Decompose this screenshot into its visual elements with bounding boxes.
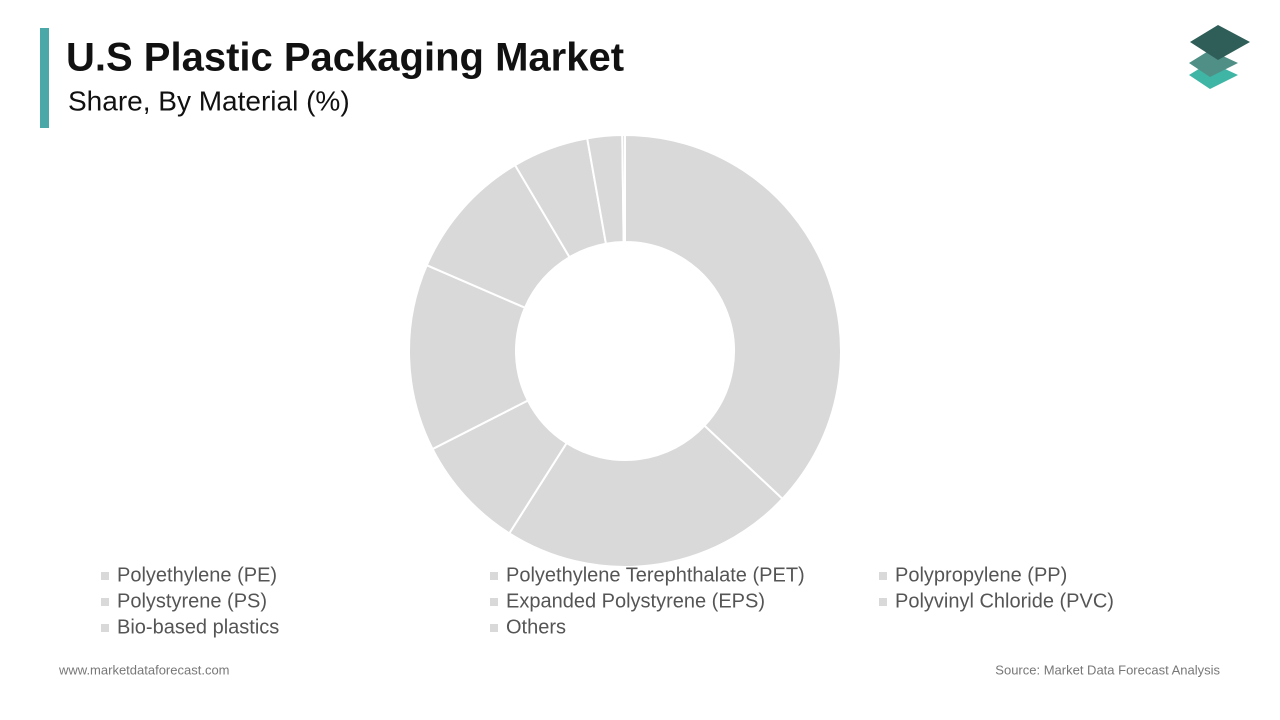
legend-label: Polyethylene (PE) [117,564,277,586]
title-accent [40,28,49,128]
chart-subtitle: Share, By Material (%) [68,85,350,116]
legend-label: Polystyrene (PS) [117,590,267,612]
legend-label: Polyvinyl Chloride (PVC) [895,590,1114,612]
legend-marker [101,598,109,606]
legend-marker [490,598,498,606]
legend-marker [101,624,109,632]
legend-marker [490,624,498,632]
logo [1189,25,1250,89]
legend-label: Polyethylene Terephthalate (PET) [506,564,805,586]
donut-segment [624,133,842,501]
legend-label: Expanded Polystyrene (EPS) [506,590,765,612]
donut-segment [621,133,626,244]
donut-segment [507,424,784,568]
legend-label: Others [506,616,566,638]
legend-marker [101,572,109,580]
chart-title: U.S Plastic Packaging Market [66,36,624,80]
legend-label: Polypropylene (PP) [895,564,1067,586]
legend-marker [879,598,887,606]
website: www.marketdataforecast.com [58,662,230,677]
legend-label: Bio-based plastics [117,616,279,638]
source: Source: Market Data Forecast Analysis [995,662,1220,677]
legend-marker [490,572,498,580]
legend-marker [879,572,887,580]
